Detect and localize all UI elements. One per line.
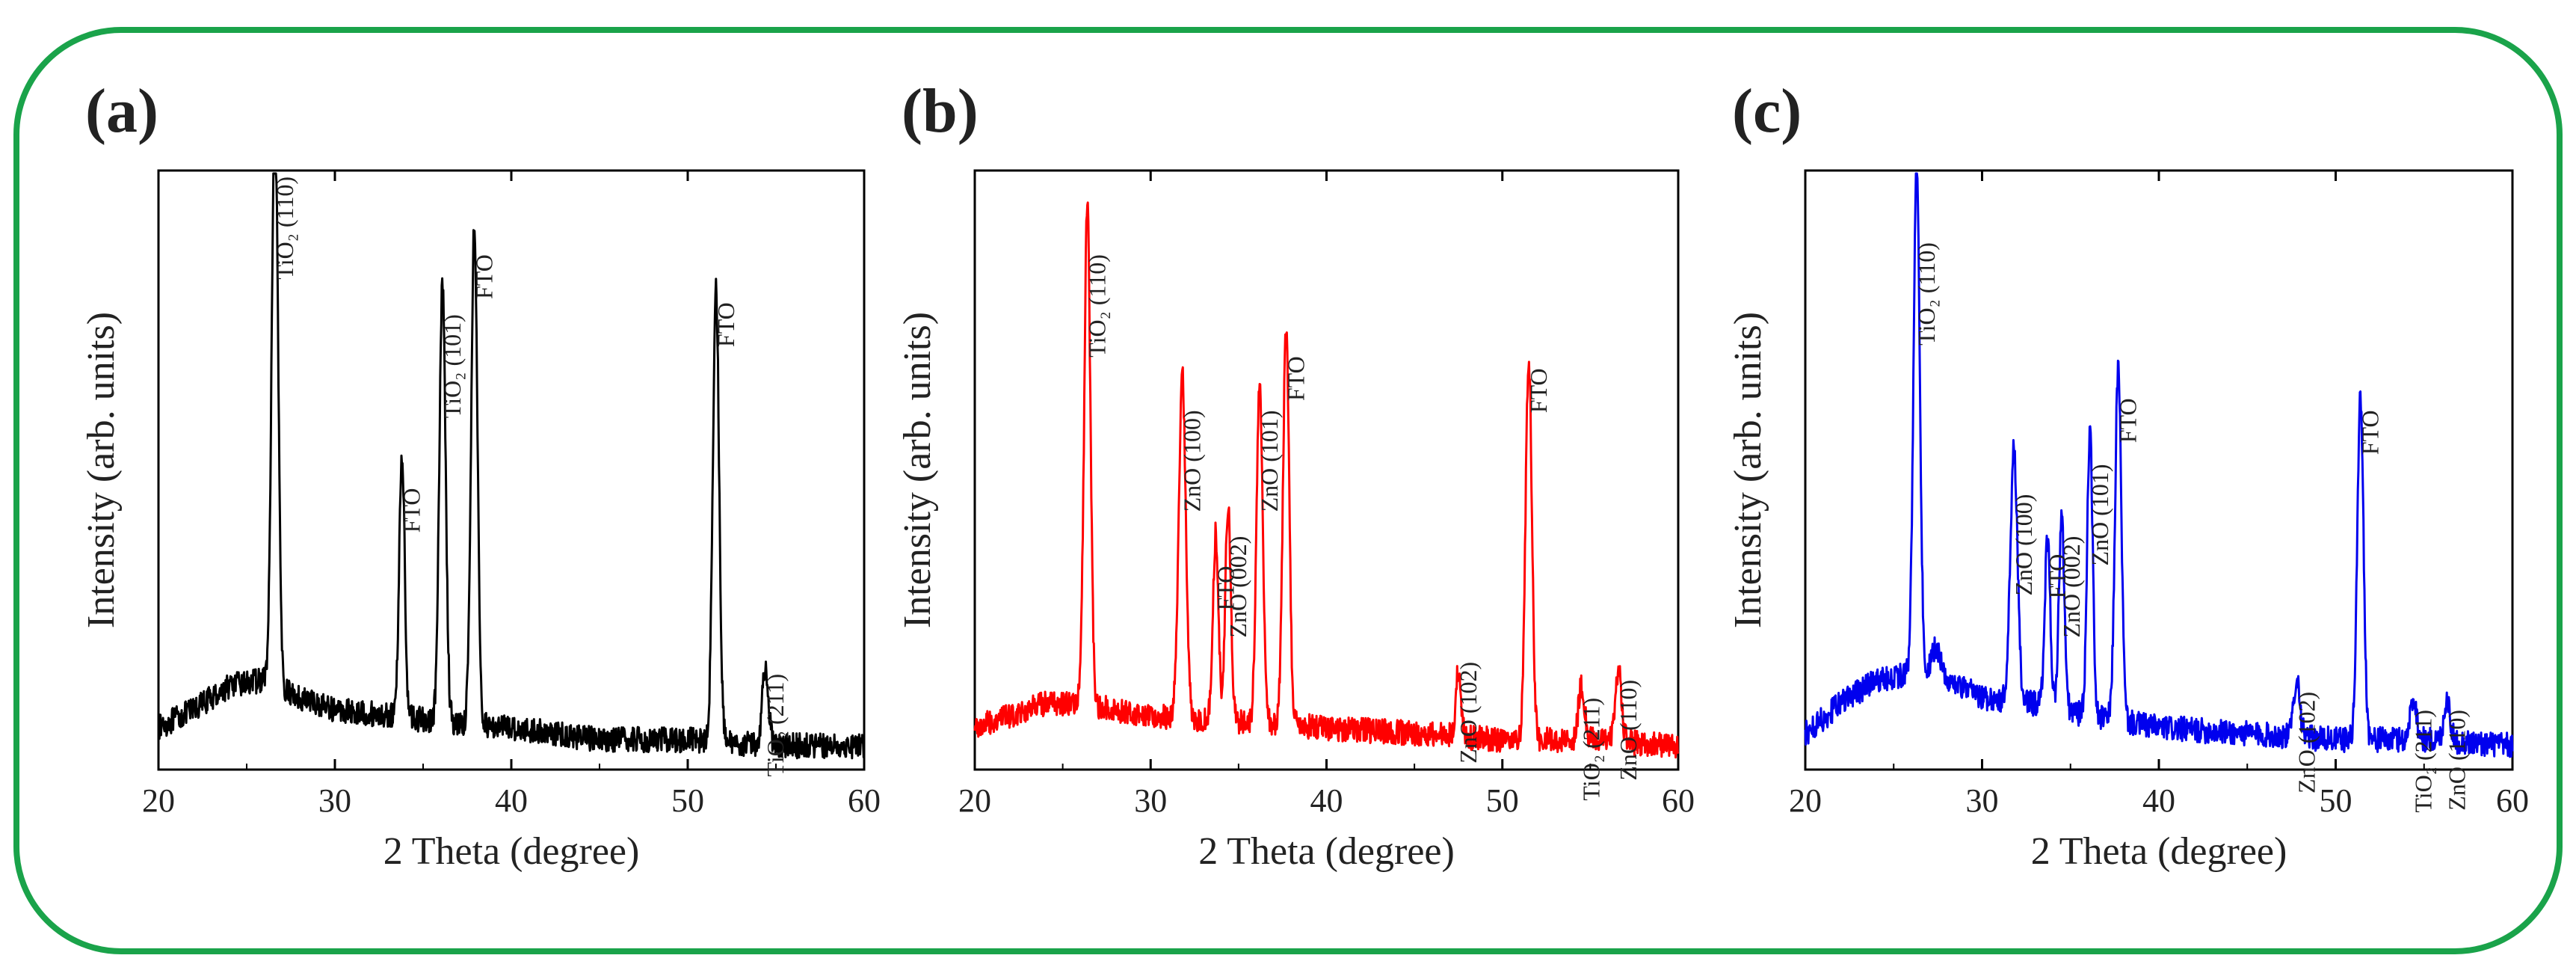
x-axis-title: 2 Theta (degree) (2031, 830, 2287, 873)
peak-label: ZnO (101) (1256, 410, 1283, 512)
y-axis-title: Intensity (arb. units) (1727, 312, 1769, 628)
peak-label: TiO₂ (101) (439, 314, 466, 418)
peak-label: FTO (398, 488, 425, 533)
peak-label: TiO₂ (110) (1084, 254, 1111, 357)
y-axis-title: Intensity (arb. units) (896, 312, 939, 628)
x-tick-label: 60 (2496, 782, 2529, 819)
peak-label: FTO (712, 302, 739, 347)
peak-label: FTO (2357, 410, 2384, 455)
x-tick-label: 50 (1486, 782, 1519, 819)
peak-label: TiO₂ (110) (1913, 242, 1940, 346)
x-axis-title: 2 Theta (degree) (1198, 830, 1455, 873)
x-tick-label: 50 (671, 782, 704, 819)
xrd-pattern-line (157, 172, 866, 760)
xrd-pattern-line (1804, 172, 2514, 758)
x-tick-label: 30 (1134, 782, 1167, 819)
x-tick-label: 30 (1966, 782, 1999, 819)
peak-label: ZnO (102) (1455, 662, 1482, 764)
x-tick-label: 40 (1310, 782, 1343, 819)
peak-label: ZnO (002) (2058, 536, 2085, 638)
peak-label: TiO₂ (211) (1578, 698, 1605, 801)
x-tick-label: 20 (958, 782, 991, 819)
panel-b: 20 30 40 50 60 2 Theta (degree) Intensity (arb… (896, 76, 1695, 873)
x-tick-label: 30 (318, 782, 351, 819)
x-tick-label: 50 (2320, 782, 2352, 819)
x-tick-label: 60 (1662, 782, 1695, 819)
peak-label: ZnO (110) (1615, 680, 1642, 781)
peak-label: ZnO (101) (2086, 464, 2113, 565)
figure-frame (13, 27, 2563, 954)
panel-label: (c) (1732, 76, 1802, 146)
x-tick-label: 40 (495, 782, 528, 819)
peak-label: FTO (1212, 566, 1239, 611)
peak-label: FTO (2044, 554, 2071, 599)
panel-a: 20 30 40 50 60 2 Theta (degree) Intensity (arb… (80, 76, 881, 873)
peak-label: TiO₂ (211) (762, 674, 789, 777)
x-tick-label: 40 (2142, 782, 2175, 819)
xrd-pattern-line (973, 201, 1680, 759)
panel-label: (b) (902, 76, 979, 146)
peak-label: ZnO (002) (1224, 536, 1251, 638)
peak-label: TiO₂ (211) (2410, 710, 2437, 813)
peak-label: ZnO (102) (2293, 692, 2320, 794)
peak-label: FTO (470, 254, 497, 299)
peak-label: ZnO (100) (2010, 494, 2037, 596)
peak-label: ZnO (110) (2443, 710, 2470, 811)
peak-label: TiO₂ (110) (271, 177, 298, 280)
x-axis-title: 2 Theta (degree) (383, 830, 640, 873)
peak-label: FTO (1525, 368, 1552, 413)
peak-label: FTO (2115, 398, 2142, 443)
peak-label: FTO (1282, 356, 1309, 401)
panel-c: 20 30 40 50 60 2 Theta (degree) Intensity (arb… (1727, 76, 2529, 873)
panel-label: (a) (85, 76, 158, 146)
x-tick-label: 20 (142, 782, 175, 819)
y-axis-title: Intensity (arb. units) (80, 312, 123, 628)
x-tick-label: 20 (1789, 782, 1822, 819)
x-tick-label: 60 (848, 782, 881, 819)
peak-label: ZnO (100) (1179, 410, 1206, 512)
